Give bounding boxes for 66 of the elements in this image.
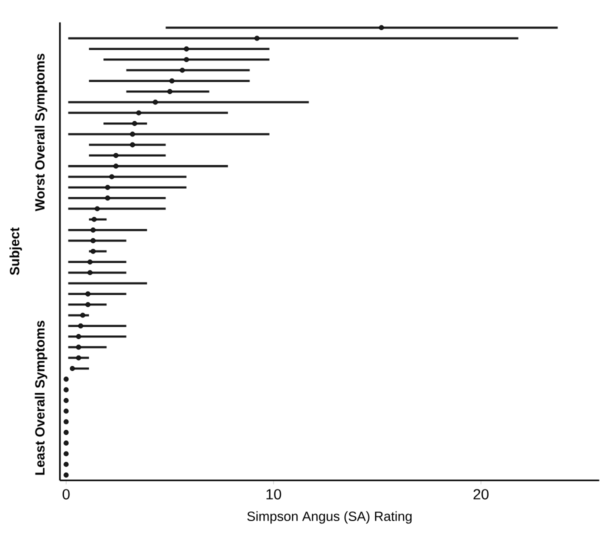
point — [70, 366, 75, 371]
point — [132, 120, 138, 126]
point — [64, 440, 69, 446]
point — [113, 163, 118, 169]
point — [94, 206, 100, 212]
bar — [68, 282, 148, 284]
bar — [166, 26, 558, 29]
x-tick-label: 20 — [474, 488, 489, 500]
x-axis-title: Simpson Angus (SA) Rating — [247, 511, 412, 524]
bar — [68, 186, 186, 188]
point — [109, 174, 114, 180]
point — [90, 227, 96, 232]
point — [90, 238, 96, 244]
point — [85, 291, 90, 296]
bar — [68, 132, 270, 136]
point — [87, 270, 93, 276]
point — [180, 68, 185, 73]
bar — [88, 48, 270, 50]
point — [64, 387, 69, 392]
point — [64, 408, 69, 414]
x-tick-label: 10 — [266, 488, 282, 500]
bar — [68, 37, 518, 40]
bar — [68, 240, 126, 242]
point — [87, 259, 93, 264]
text: Worst Overall Symptoms — [34, 54, 48, 212]
x-tick-label: 0 — [62, 488, 70, 500]
bar — [103, 58, 270, 61]
y-axis-title: Subject — [10, 227, 22, 275]
point — [64, 462, 69, 467]
point — [184, 56, 189, 62]
bar — [68, 176, 186, 178]
point — [136, 110, 142, 116]
bar — [68, 101, 309, 104]
point — [78, 323, 84, 328]
point — [64, 451, 69, 456]
point — [152, 100, 158, 105]
bar — [68, 346, 107, 348]
point — [64, 376, 69, 382]
text: Least Overall Symptoms — [34, 320, 48, 475]
point — [64, 472, 69, 478]
point — [167, 88, 172, 94]
point — [254, 36, 260, 41]
point — [90, 248, 96, 254]
point — [130, 132, 136, 137]
point — [64, 398, 69, 403]
point — [64, 419, 69, 424]
point — [76, 334, 82, 339]
point — [76, 355, 82, 360]
bar — [68, 314, 89, 316]
point — [92, 216, 97, 222]
point — [85, 302, 90, 308]
point — [184, 46, 189, 52]
point — [64, 430, 69, 435]
point — [80, 312, 86, 318]
bar — [68, 208, 166, 210]
point — [169, 78, 174, 84]
point — [113, 152, 118, 158]
point — [105, 184, 110, 190]
bar — [88, 80, 250, 82]
bar — [126, 69, 250, 72]
bar — [68, 164, 228, 168]
bar — [68, 112, 228, 114]
point — [130, 142, 136, 148]
point — [105, 195, 110, 200]
point — [378, 24, 384, 30]
point — [76, 344, 82, 350]
